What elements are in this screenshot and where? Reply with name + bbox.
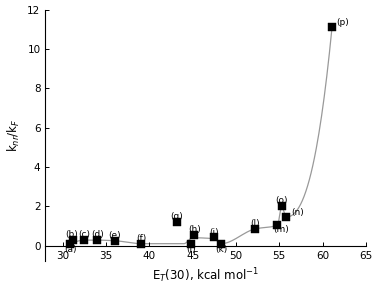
Text: (a): (a) bbox=[64, 246, 77, 255]
Text: (p): (p) bbox=[336, 18, 349, 27]
Text: (d): (d) bbox=[91, 230, 104, 239]
Text: (c): (c) bbox=[78, 230, 90, 239]
Text: (e): (e) bbox=[108, 231, 121, 240]
Text: (i): (i) bbox=[186, 246, 196, 255]
Y-axis label: k$_{nr}$/k$_{F}$: k$_{nr}$/k$_{F}$ bbox=[6, 119, 22, 152]
Text: (o): (o) bbox=[276, 196, 288, 205]
Text: (j): (j) bbox=[209, 227, 219, 237]
Text: (n): (n) bbox=[291, 208, 304, 217]
Text: (l): (l) bbox=[250, 219, 260, 228]
Text: (g): (g) bbox=[170, 212, 183, 221]
Text: (b): (b) bbox=[65, 230, 78, 239]
Text: (h): (h) bbox=[188, 225, 201, 234]
Text: (m): (m) bbox=[273, 225, 289, 234]
X-axis label: E$_{T}$(30), kcal mol$^{-1}$: E$_{T}$(30), kcal mol$^{-1}$ bbox=[152, 266, 259, 285]
Text: (f): (f) bbox=[136, 234, 147, 243]
Text: (k): (k) bbox=[215, 246, 227, 255]
